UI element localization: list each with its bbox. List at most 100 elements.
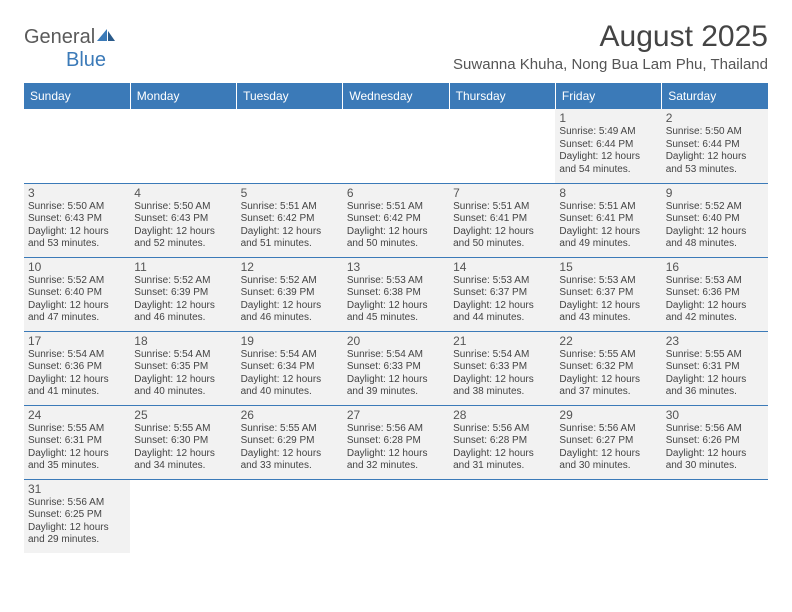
day-number: 28: [453, 408, 551, 422]
calendar-cell: 7Sunrise: 5:51 AMSunset: 6:41 PMDaylight…: [449, 183, 555, 257]
day-info: Sunrise: 5:55 AMSunset: 6:30 PMDaylight:…: [134, 423, 232, 473]
calendar-cell: 10Sunrise: 5:52 AMSunset: 6:40 PMDayligh…: [24, 257, 130, 331]
calendar-cell: 28Sunrise: 5:56 AMSunset: 6:28 PMDayligh…: [449, 405, 555, 479]
calendar-cell: 27Sunrise: 5:56 AMSunset: 6:28 PMDayligh…: [343, 405, 449, 479]
calendar-cell: 29Sunrise: 5:56 AMSunset: 6:27 PMDayligh…: [555, 405, 661, 479]
sail-icon: [95, 26, 117, 49]
logo-text-general: General: [24, 26, 95, 48]
day-number: 5: [241, 186, 339, 200]
page-title: August 2025: [453, 20, 768, 54]
calendar-cell: [555, 479, 661, 553]
day-number: 10: [28, 260, 126, 274]
title-block: August 2025 Suwanna Khuha, Nong Bua Lam …: [453, 20, 768, 73]
calendar-cell: 9Sunrise: 5:52 AMSunset: 6:40 PMDaylight…: [662, 183, 768, 257]
day-info: Sunrise: 5:51 AMSunset: 6:42 PMDaylight:…: [347, 201, 445, 251]
day-number: 14: [453, 260, 551, 274]
calendar-head: SundayMondayTuesdayWednesdayThursdayFrid…: [24, 83, 768, 109]
day-number: 20: [347, 334, 445, 348]
day-info: Sunrise: 5:54 AMSunset: 6:33 PMDaylight:…: [347, 349, 445, 399]
day-number: 3: [28, 186, 126, 200]
day-number: 23: [666, 334, 764, 348]
calendar-row: 3Sunrise: 5:50 AMSunset: 6:43 PMDaylight…: [24, 183, 768, 257]
day-info: Sunrise: 5:53 AMSunset: 6:38 PMDaylight:…: [347, 275, 445, 325]
calendar-cell: [237, 479, 343, 553]
day-number: 7: [453, 186, 551, 200]
calendar-cell: 16Sunrise: 5:53 AMSunset: 6:36 PMDayligh…: [662, 257, 768, 331]
day-info: Sunrise: 5:55 AMSunset: 6:31 PMDaylight:…: [666, 349, 764, 399]
day-number: 1: [559, 111, 657, 125]
day-number: 24: [28, 408, 126, 422]
calendar-cell: [449, 109, 555, 183]
calendar-cell: 12Sunrise: 5:52 AMSunset: 6:39 PMDayligh…: [237, 257, 343, 331]
calendar-cell: 26Sunrise: 5:55 AMSunset: 6:29 PMDayligh…: [237, 405, 343, 479]
day-number: 22: [559, 334, 657, 348]
day-number: 4: [134, 186, 232, 200]
calendar-cell: 17Sunrise: 5:54 AMSunset: 6:36 PMDayligh…: [24, 331, 130, 405]
calendar-cell: 22Sunrise: 5:55 AMSunset: 6:32 PMDayligh…: [555, 331, 661, 405]
calendar-cell: 1Sunrise: 5:49 AMSunset: 6:44 PMDaylight…: [555, 109, 661, 183]
calendar-row: 31Sunrise: 5:56 AMSunset: 6:25 PMDayligh…: [24, 479, 768, 553]
day-number: 19: [241, 334, 339, 348]
day-info: Sunrise: 5:53 AMSunset: 6:37 PMDaylight:…: [453, 275, 551, 325]
calendar-row: 1Sunrise: 5:49 AMSunset: 6:44 PMDaylight…: [24, 109, 768, 183]
weekday-row: SundayMondayTuesdayWednesdayThursdayFrid…: [24, 83, 768, 109]
calendar-cell: 25Sunrise: 5:55 AMSunset: 6:30 PMDayligh…: [130, 405, 236, 479]
logo-text: GeneralBlue: [24, 26, 117, 72]
calendar-cell: [449, 479, 555, 553]
day-info: Sunrise: 5:56 AMSunset: 6:26 PMDaylight:…: [666, 423, 764, 473]
calendar-cell: [130, 479, 236, 553]
day-info: Sunrise: 5:53 AMSunset: 6:36 PMDaylight:…: [666, 275, 764, 325]
calendar-row: 10Sunrise: 5:52 AMSunset: 6:40 PMDayligh…: [24, 257, 768, 331]
day-info: Sunrise: 5:50 AMSunset: 6:43 PMDaylight:…: [28, 201, 126, 251]
day-info: Sunrise: 5:54 AMSunset: 6:35 PMDaylight:…: [134, 349, 232, 399]
day-number: 13: [347, 260, 445, 274]
calendar-cell: [343, 109, 449, 183]
day-info: Sunrise: 5:52 AMSunset: 6:40 PMDaylight:…: [28, 275, 126, 325]
day-info: Sunrise: 5:49 AMSunset: 6:44 PMDaylight:…: [559, 126, 657, 176]
day-info: Sunrise: 5:56 AMSunset: 6:28 PMDaylight:…: [347, 423, 445, 473]
day-info: Sunrise: 5:52 AMSunset: 6:40 PMDaylight:…: [666, 201, 764, 251]
day-number: 30: [666, 408, 764, 422]
day-number: 8: [559, 186, 657, 200]
calendar-cell: 13Sunrise: 5:53 AMSunset: 6:38 PMDayligh…: [343, 257, 449, 331]
weekday-header: Tuesday: [237, 83, 343, 109]
day-info: Sunrise: 5:53 AMSunset: 6:37 PMDaylight:…: [559, 275, 657, 325]
day-info: Sunrise: 5:51 AMSunset: 6:41 PMDaylight:…: [453, 201, 551, 251]
weekday-header: Friday: [555, 83, 661, 109]
day-info: Sunrise: 5:55 AMSunset: 6:29 PMDaylight:…: [241, 423, 339, 473]
day-info: Sunrise: 5:55 AMSunset: 6:31 PMDaylight:…: [28, 423, 126, 473]
calendar-cell: 24Sunrise: 5:55 AMSunset: 6:31 PMDayligh…: [24, 405, 130, 479]
day-info: Sunrise: 5:52 AMSunset: 6:39 PMDaylight:…: [134, 275, 232, 325]
day-number: 29: [559, 408, 657, 422]
day-info: Sunrise: 5:51 AMSunset: 6:42 PMDaylight:…: [241, 201, 339, 251]
day-info: Sunrise: 5:50 AMSunset: 6:43 PMDaylight:…: [134, 201, 232, 251]
calendar-cell: 8Sunrise: 5:51 AMSunset: 6:41 PMDaylight…: [555, 183, 661, 257]
day-number: 11: [134, 260, 232, 274]
day-number: 12: [241, 260, 339, 274]
calendar-cell: 6Sunrise: 5:51 AMSunset: 6:42 PMDaylight…: [343, 183, 449, 257]
day-info: Sunrise: 5:50 AMSunset: 6:44 PMDaylight:…: [666, 126, 764, 176]
day-info: Sunrise: 5:54 AMSunset: 6:33 PMDaylight:…: [453, 349, 551, 399]
day-number: 27: [347, 408, 445, 422]
calendar-cell: 5Sunrise: 5:51 AMSunset: 6:42 PMDaylight…: [237, 183, 343, 257]
day-info: Sunrise: 5:56 AMSunset: 6:25 PMDaylight:…: [28, 497, 126, 547]
calendar-cell: [130, 109, 236, 183]
calendar-row: 24Sunrise: 5:55 AMSunset: 6:31 PMDayligh…: [24, 405, 768, 479]
calendar-cell: 30Sunrise: 5:56 AMSunset: 6:26 PMDayligh…: [662, 405, 768, 479]
calendar-cell: [343, 479, 449, 553]
calendar-cell: 14Sunrise: 5:53 AMSunset: 6:37 PMDayligh…: [449, 257, 555, 331]
day-number: 6: [347, 186, 445, 200]
weekday-header: Sunday: [24, 83, 130, 109]
calendar-row: 17Sunrise: 5:54 AMSunset: 6:36 PMDayligh…: [24, 331, 768, 405]
header: GeneralBlue August 2025 Suwanna Khuha, N…: [24, 20, 768, 73]
location-text: Suwanna Khuha, Nong Bua Lam Phu, Thailan…: [453, 56, 768, 73]
day-number: 18: [134, 334, 232, 348]
calendar-cell: 31Sunrise: 5:56 AMSunset: 6:25 PMDayligh…: [24, 479, 130, 553]
day-number: 9: [666, 186, 764, 200]
calendar-cell: [24, 109, 130, 183]
day-info: Sunrise: 5:56 AMSunset: 6:27 PMDaylight:…: [559, 423, 657, 473]
calendar-body: 1Sunrise: 5:49 AMSunset: 6:44 PMDaylight…: [24, 109, 768, 553]
calendar-cell: 11Sunrise: 5:52 AMSunset: 6:39 PMDayligh…: [130, 257, 236, 331]
calendar-cell: 21Sunrise: 5:54 AMSunset: 6:33 PMDayligh…: [449, 331, 555, 405]
calendar-cell: 2Sunrise: 5:50 AMSunset: 6:44 PMDaylight…: [662, 109, 768, 183]
